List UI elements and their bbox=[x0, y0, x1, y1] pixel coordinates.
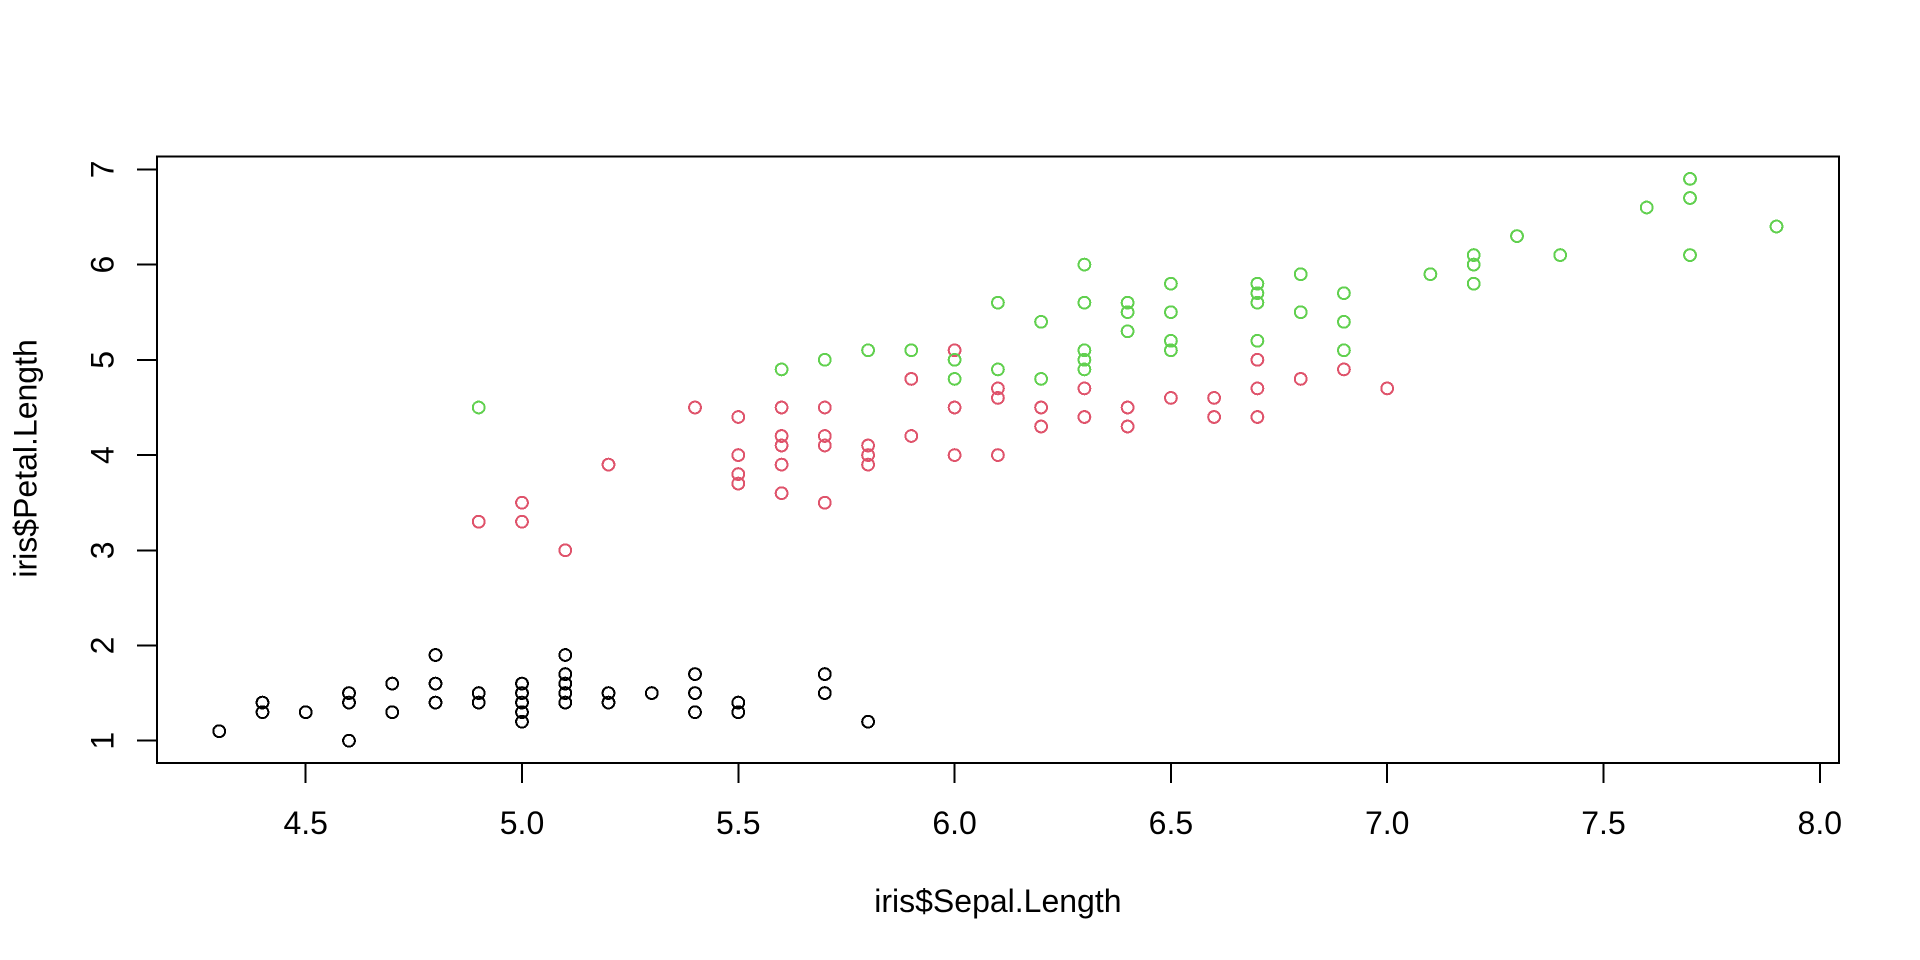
svg-text:5: 5 bbox=[85, 351, 121, 369]
svg-text:7.5: 7.5 bbox=[1581, 805, 1625, 841]
svg-text:6: 6 bbox=[85, 256, 121, 274]
svg-text:6.0: 6.0 bbox=[932, 805, 976, 841]
svg-text:iris$Sepal.Length: iris$Sepal.Length bbox=[874, 883, 1121, 919]
svg-text:7: 7 bbox=[85, 161, 121, 179]
svg-text:4.5: 4.5 bbox=[283, 805, 327, 841]
svg-text:6.5: 6.5 bbox=[1149, 805, 1193, 841]
svg-text:1: 1 bbox=[85, 732, 121, 750]
svg-text:3: 3 bbox=[85, 541, 121, 559]
svg-text:4: 4 bbox=[85, 446, 121, 464]
svg-text:2: 2 bbox=[85, 637, 121, 655]
svg-text:iris$Petal.Length: iris$Petal.Length bbox=[8, 339, 44, 577]
svg-text:7.0: 7.0 bbox=[1365, 805, 1409, 841]
svg-text:5.5: 5.5 bbox=[716, 805, 760, 841]
svg-text:5.0: 5.0 bbox=[500, 805, 544, 841]
svg-text:8.0: 8.0 bbox=[1798, 805, 1842, 841]
